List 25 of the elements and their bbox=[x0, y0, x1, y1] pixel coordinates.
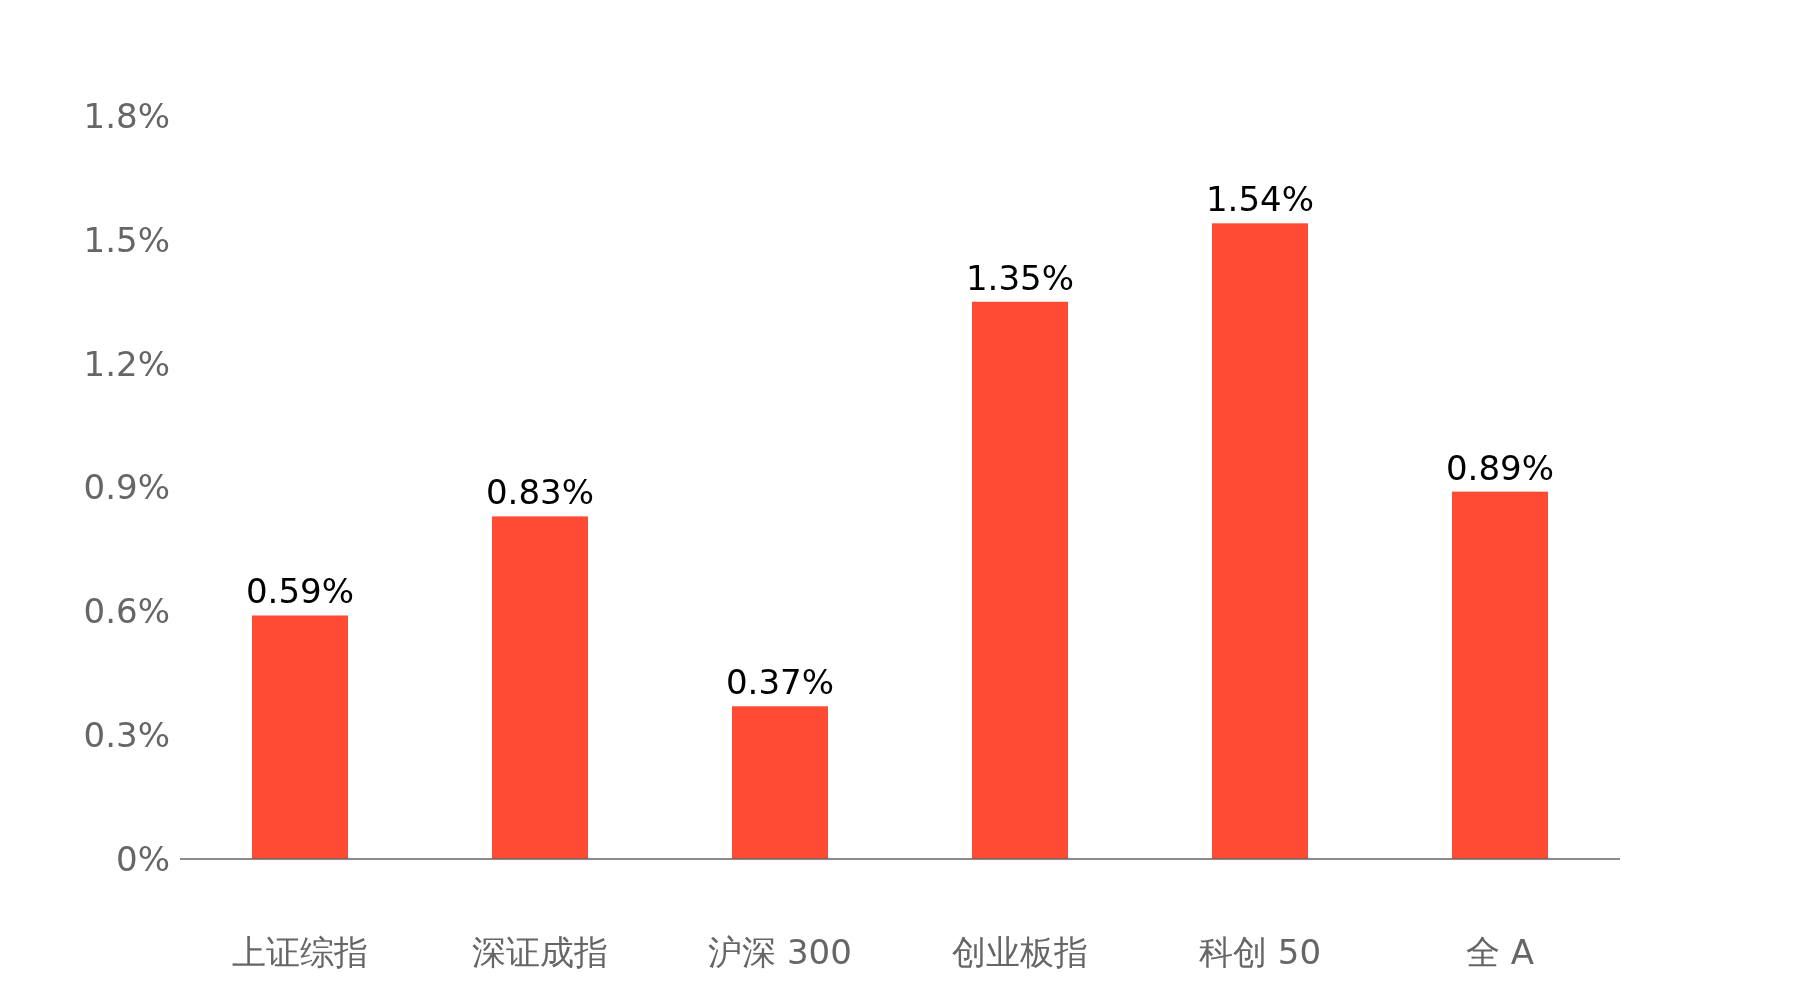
data-label: 0.89% bbox=[1445, 447, 1555, 488]
bar bbox=[972, 301, 1068, 859]
bar bbox=[252, 615, 348, 859]
data-label: 0.83% bbox=[485, 472, 595, 513]
bar bbox=[492, 516, 588, 859]
y-tick-label: 1.5% bbox=[83, 219, 170, 260]
y-tick-label: 1.2% bbox=[83, 343, 170, 384]
y-tick-label: 0% bbox=[116, 838, 170, 879]
y-tick-label: 0.3% bbox=[83, 715, 170, 756]
data-label: 0.37% bbox=[725, 662, 835, 703]
bar bbox=[1452, 491, 1548, 859]
x-tick-label: 上证综指 bbox=[232, 932, 368, 972]
x-tick-label: 创业板指 bbox=[952, 932, 1088, 972]
y-tick-label: 0.6% bbox=[83, 591, 170, 632]
y-tick-label: 0.9% bbox=[83, 467, 170, 508]
x-tick-label: 科创 50 bbox=[1198, 932, 1322, 972]
data-label: 0.59% bbox=[245, 571, 355, 612]
y-tick-label: 1.8% bbox=[83, 95, 170, 136]
bar bbox=[732, 706, 828, 859]
data-label: 1.54% bbox=[1205, 179, 1315, 220]
data-label: 1.35% bbox=[965, 257, 1075, 298]
x-tick-label: 深证成指 bbox=[472, 932, 608, 972]
bar bbox=[1212, 223, 1308, 859]
x-tick-label: 沪深 300 bbox=[708, 932, 852, 972]
x-tick-label: 全 A bbox=[1465, 932, 1535, 972]
